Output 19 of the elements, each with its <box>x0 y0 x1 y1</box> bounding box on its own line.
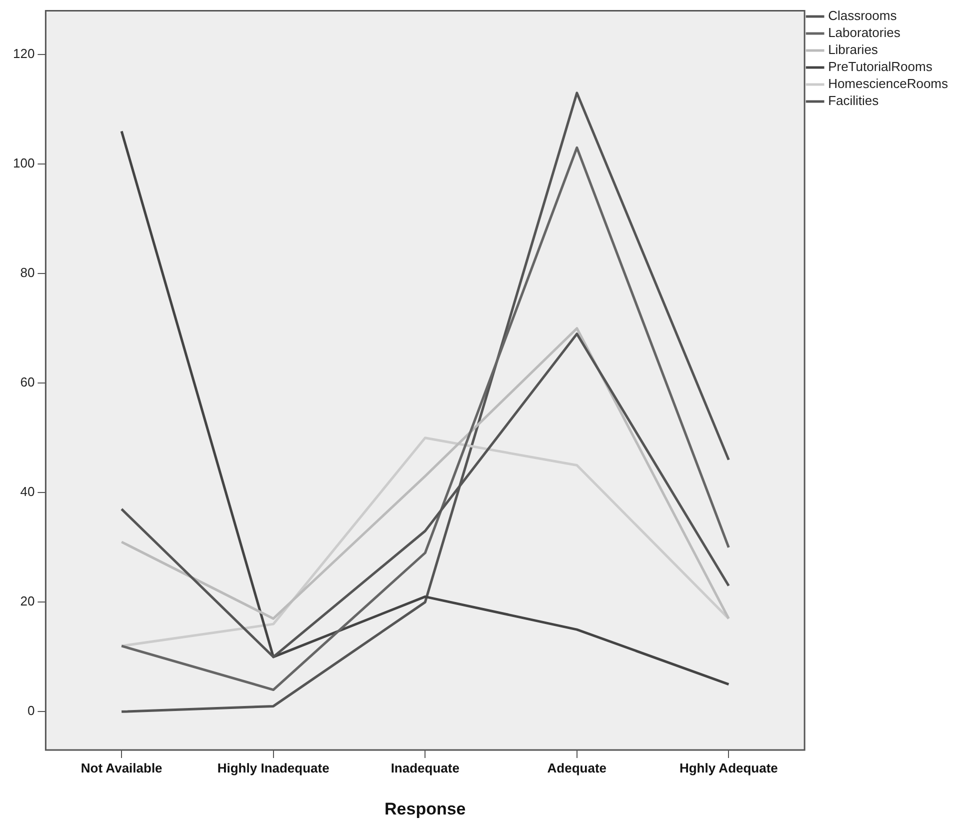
legend-label: Laboratories <box>828 25 901 40</box>
y-tick-label: 60 <box>20 374 35 390</box>
legend-label: HomescienceRooms <box>828 76 948 92</box>
y-tick-label: 20 <box>20 594 35 609</box>
x-tick-label: Adequate <box>547 760 607 776</box>
y-tick-label: 120 <box>12 46 35 62</box>
y-tick-label: 80 <box>20 265 35 280</box>
legend-label: Classrooms <box>828 8 898 24</box>
x-tick-label: Highly Inadequate <box>217 760 330 776</box>
legend-label: Libraries <box>828 42 878 58</box>
legend-label: PreTutorialRooms <box>828 59 933 74</box>
legend-label: Facilities <box>828 93 880 108</box>
y-tick-label: 0 <box>27 703 35 718</box>
x-tick-label: Hghly Adequate <box>679 760 778 776</box>
y-tick-label: 100 <box>12 156 35 171</box>
x-tick-label: Inadequate <box>390 760 460 776</box>
y-tick-label: 40 <box>20 484 35 500</box>
x-axis-title: Response <box>384 799 466 818</box>
x-tick-label: Not Available <box>80 760 162 776</box>
